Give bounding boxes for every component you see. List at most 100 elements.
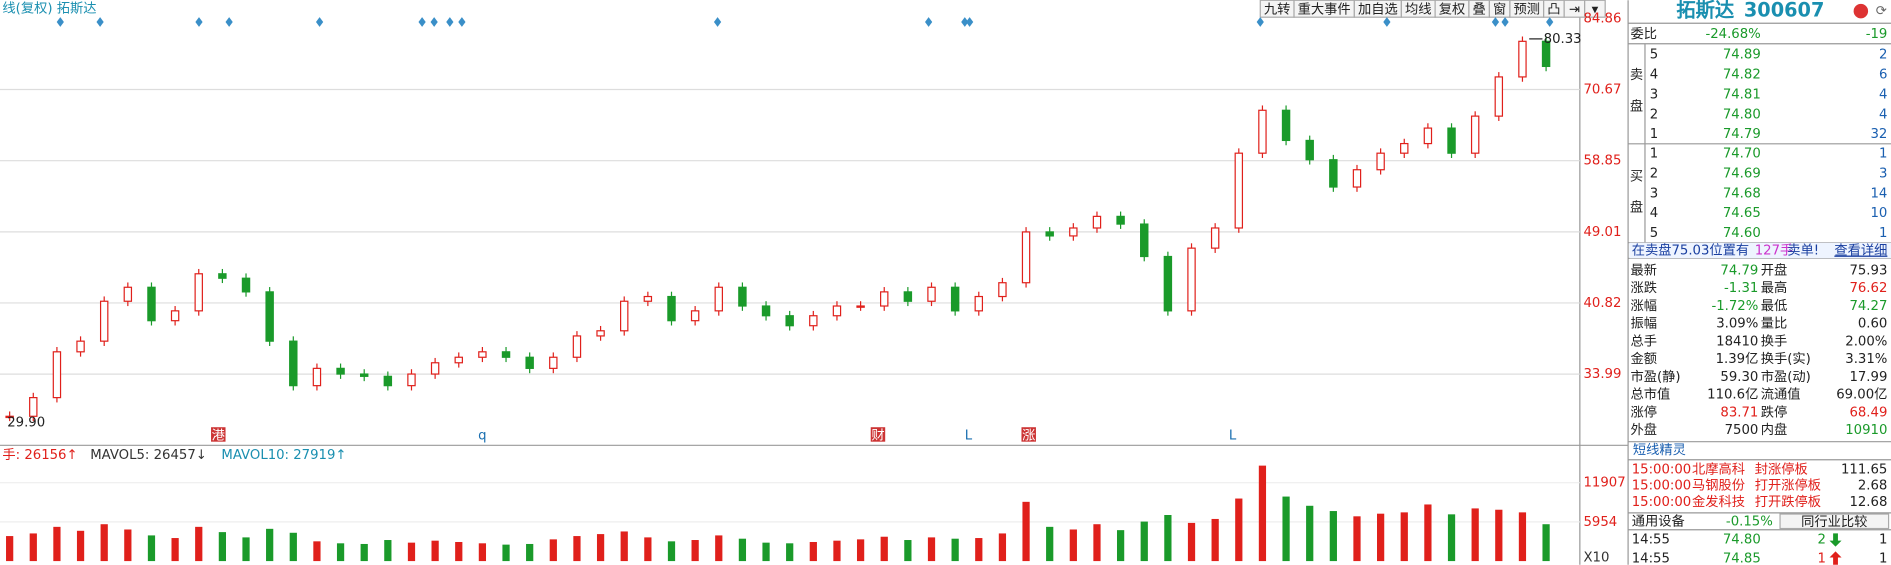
candle-body [1116,215,1125,225]
notice-bar [1629,242,1891,259]
volume-bar [1329,511,1337,562]
volume-bar [171,538,179,562]
toolbar-button-label[interactable]: 均线 [1405,1,1432,17]
compare-label[interactable]: 同行业比较 [1801,514,1867,530]
toolbar-button-label[interactable]: ▾ [1592,2,1599,17]
volume-bar [100,524,108,562]
low-label: 29.90 [7,415,45,430]
volume-bar [76,530,85,562]
compare-button[interactable] [1779,513,1890,530]
cell: 1 [1650,146,1658,161]
toolbar-button-label[interactable]: 预测 [1514,1,1541,17]
volume-bar [336,543,345,562]
candle-body [1234,152,1244,229]
volume-bar [1093,524,1101,562]
cell: 74.85 [1723,552,1761,565]
event-flag [458,17,466,27]
cell: 74.70 [1723,146,1761,161]
toolbar-button-label[interactable]: 窗 [1493,0,1506,17]
volume-bar [29,533,37,562]
side-label: 盘 [1630,97,1643,114]
volume-bar [53,526,61,562]
candle-body [572,335,582,358]
cell: 2.00% [1845,334,1887,349]
cell: -19 [1866,27,1888,42]
volume-axis-label: 5954 [1583,515,1617,530]
volume-bar [1282,496,1290,562]
cell: 74.65 [1723,206,1761,221]
toolbar-button-label[interactable]: 重大事件 [1298,1,1351,17]
volume-bar [124,529,132,562]
event-flag [1256,17,1264,27]
candle-body [1210,227,1220,249]
candle-body [218,273,227,279]
candle-body [1281,109,1291,142]
candle-body [1447,127,1456,154]
cell: -24.68% [1705,27,1760,42]
toolbar-button-label[interactable]: ⇥ [1569,2,1580,17]
cell: 6 [1879,67,1887,82]
volume-bar [644,537,652,562]
cell: 总市值 [1631,386,1671,403]
candle-body [241,277,251,293]
cell: 金发科技 [1692,494,1745,510]
volume-bar [975,538,983,562]
event-flag [195,17,203,27]
volume-bar [856,539,865,562]
volume-bar [242,537,250,562]
volume-bar [195,526,203,562]
volume-unit: X10 [1583,550,1609,565]
candle-body [785,315,794,327]
cell: 市盈(静) [1631,368,1681,385]
cell: -1.31 [1724,281,1758,296]
cell: 10910 [1845,423,1887,438]
cell: 127手 [1755,243,1794,259]
candle-body [170,310,180,322]
volume-bar [1400,512,1408,562]
event-badge [870,427,886,442]
volume-bar [1022,501,1030,562]
volume-bar [1187,522,1196,562]
cell: 2 [1650,107,1658,122]
event-marker: 涨 [1022,428,1035,444]
volume-bar [360,543,368,562]
detail-link[interactable]: 查看详细 [1834,243,1887,259]
cell: 74.81 [1723,87,1761,102]
candle-body [123,286,133,302]
candle-body [359,373,369,377]
candle-body [289,340,298,387]
toolbar-button[interactable] [1584,0,1606,18]
volume-bar [927,537,936,562]
cell: 总手 [1631,333,1658,349]
cell: 4 [1879,107,1887,122]
toolbar-button-label[interactable]: 复权 [1439,0,1466,17]
cell: 14:55 [1632,532,1670,547]
toolbar-button-label[interactable]: 九转 [1264,1,1291,17]
volume-bar [478,543,487,562]
volume-bar [1447,514,1456,562]
icon-button[interactable] [1853,3,1869,19]
candle-body [643,295,653,302]
toolbar-button-label[interactable]: 凸 [1547,2,1560,17]
tick-arrow [1829,551,1842,565]
cell: 3 [1650,186,1658,201]
candle-body [620,300,629,332]
cell: 32 [1871,127,1888,142]
event-flag [1383,17,1391,27]
candle-body [430,362,440,375]
icon-button[interactable]: ⟳ [1876,4,1887,19]
event-flag [966,17,974,27]
candle-body [1092,215,1102,229]
volume-header: MAVOL10: 27919↑ [221,448,346,463]
toolbar-button-label[interactable]: 加自选 [1358,1,1398,17]
candle-body [1352,169,1362,188]
volume-bar [1164,515,1172,562]
cell: 通用设备 [1632,512,1685,529]
candle-body [950,286,960,312]
cell: 最低 [1761,298,1788,314]
volume-bar [407,542,416,562]
volume-bar [1258,465,1267,562]
cell: 15:00:00 [1632,479,1692,494]
chart-title: 线(复权) 拓斯达 [2,0,96,17]
toolbar-button-label[interactable]: 叠 [1473,1,1486,17]
